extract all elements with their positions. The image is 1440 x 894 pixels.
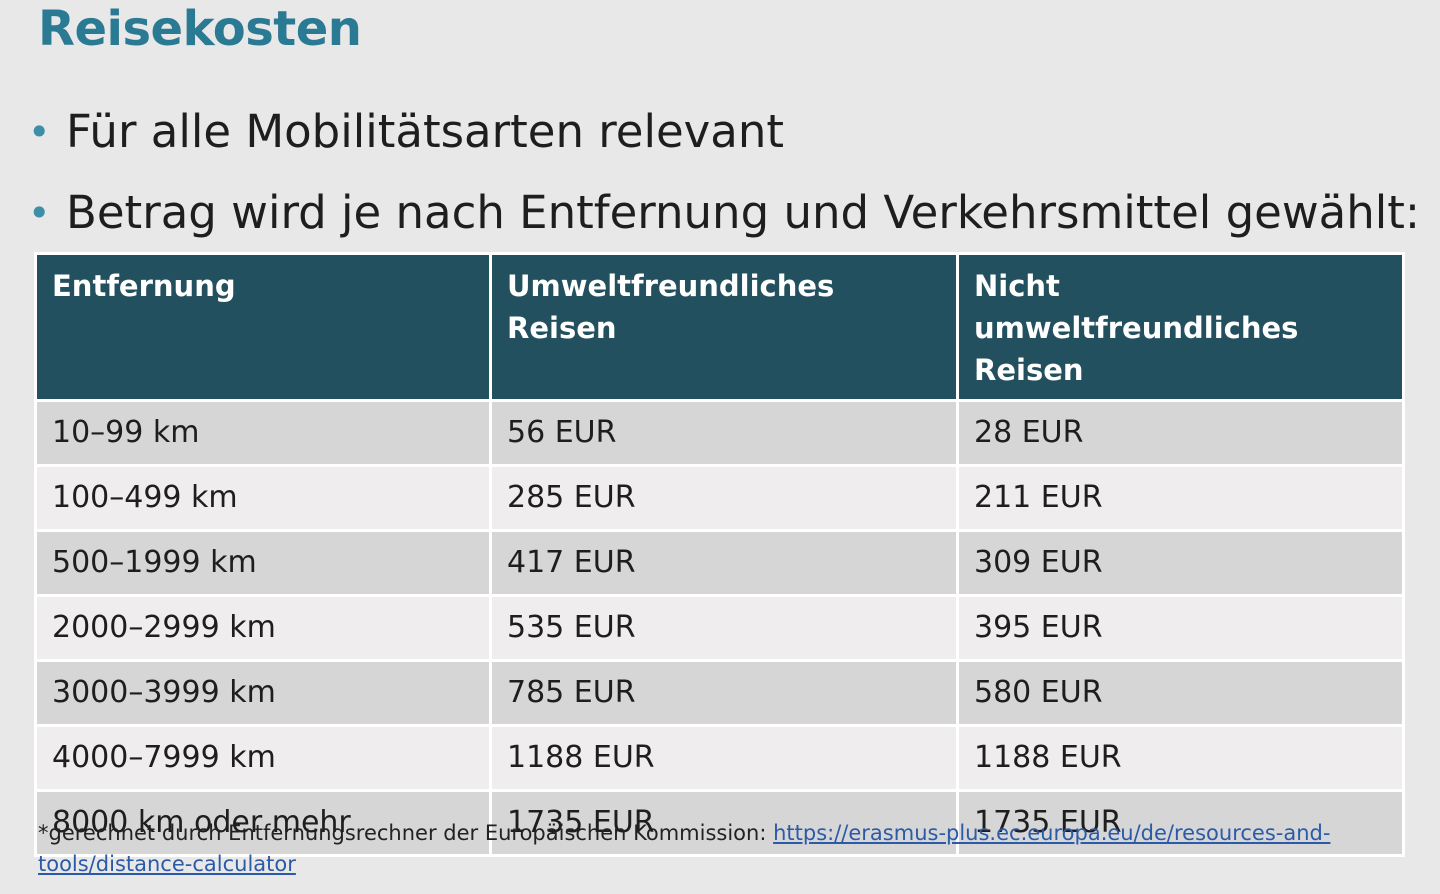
table-row: 2000–2999 km 535 EUR 395 EUR — [34, 594, 1405, 662]
travel-cost-table-wrapper: Entfernung Umweltfreundliches Reisen Nic… — [34, 252, 1405, 857]
bullet-item: • Für alle Mobilitätsarten relevant — [26, 100, 1420, 164]
table-row: 10–99 km 56 EUR 28 EUR — [34, 399, 1405, 467]
cell-non-green-amount: 1188 EUR — [956, 724, 1405, 792]
footnote: *gerechnet durch Entfernungsrechner der … — [38, 818, 1338, 880]
bullet-text: Betrag wird je nach Entfernung und Verke… — [66, 186, 1421, 239]
table-row: 3000–3999 km 785 EUR 580 EUR — [34, 659, 1405, 727]
cell-non-green-amount: 211 EUR — [956, 464, 1405, 532]
bullet-item: • Betrag wird je nach Entfernung und Ver… — [26, 181, 1420, 245]
cell-non-green-amount: 28 EUR — [956, 399, 1405, 467]
cell-green-amount: 1188 EUR — [489, 724, 959, 792]
bullet-list: • Für alle Mobilitätsarten relevant • Be… — [26, 100, 1420, 262]
cell-distance: 100–499 km — [34, 464, 492, 532]
table-row: 500–1999 km 417 EUR 309 EUR — [34, 529, 1405, 597]
cell-distance: 4000–7999 km — [34, 724, 492, 792]
cell-green-amount: 285 EUR — [489, 464, 959, 532]
cell-distance: 3000–3999 km — [34, 659, 492, 727]
cell-green-amount: 785 EUR — [489, 659, 959, 727]
cell-distance: 8000 km oder mehr — [34, 789, 492, 857]
distance-calculator-link[interactable]: https://erasmus-plus.ec.europa.eu/de/res… — [38, 821, 1331, 876]
table-row: 4000–7999 km 1188 EUR 1188 EUR — [34, 724, 1405, 792]
table-row: 100–499 km 285 EUR 211 EUR — [34, 464, 1405, 532]
table-row: 8000 km oder mehr 1735 EUR 1735 EUR — [34, 789, 1405, 857]
slide-title: Reisekosten — [38, 1, 362, 57]
cell-green-amount: 56 EUR — [489, 399, 959, 467]
cell-distance: 10–99 km — [34, 399, 492, 467]
cell-non-green-amount: 395 EUR — [956, 594, 1405, 662]
header-non-green-travel: Nicht umweltfreundliches Reisen — [956, 252, 1405, 402]
header-distance: Entfernung — [34, 252, 492, 402]
bullet-text: Für alle Mobilitätsarten relevant — [66, 105, 785, 158]
cell-non-green-amount: 309 EUR — [956, 529, 1405, 597]
table-header-row: Entfernung Umweltfreundliches Reisen Nic… — [34, 252, 1405, 402]
travel-cost-table: Entfernung Umweltfreundliches Reisen Nic… — [34, 252, 1405, 857]
bullet-dot-icon: • — [28, 191, 51, 235]
cell-distance: 2000–2999 km — [34, 594, 492, 662]
cell-non-green-amount: 1735 EUR — [956, 789, 1405, 857]
cell-green-amount: 417 EUR — [489, 529, 959, 597]
footnote-text: *gerechnet durch Entfernungsrechner der … — [38, 821, 774, 845]
cell-non-green-amount: 580 EUR — [956, 659, 1405, 727]
header-green-travel: Umweltfreundliches Reisen — [489, 252, 959, 402]
cell-distance: 500–1999 km — [34, 529, 492, 597]
cell-green-amount: 535 EUR — [489, 594, 959, 662]
bullet-dot-icon: • — [28, 110, 51, 154]
cell-green-amount: 1735 EUR — [489, 789, 959, 857]
